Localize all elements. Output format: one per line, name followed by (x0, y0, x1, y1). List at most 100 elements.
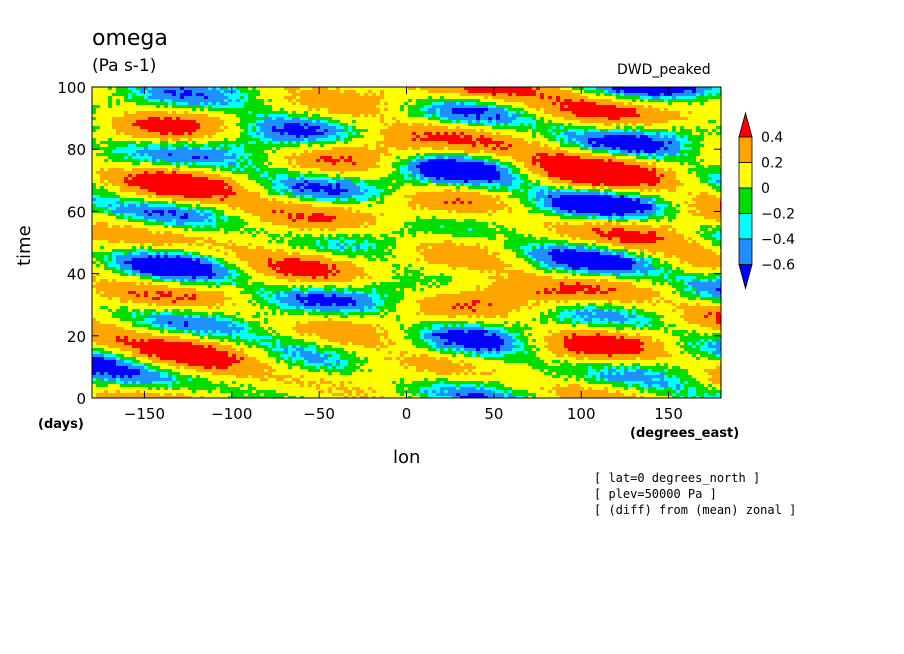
field-cell (272, 117, 277, 121)
field-cell (212, 90, 217, 94)
field-cell (240, 108, 245, 112)
field-cell (616, 129, 621, 133)
field-cell (624, 141, 629, 145)
field-cell (428, 180, 433, 184)
field-cell (500, 108, 505, 112)
field-cell (196, 162, 201, 166)
field-cell (404, 144, 409, 148)
field-cell (652, 159, 657, 163)
field-cell (448, 135, 453, 139)
field-cell (572, 123, 577, 127)
field-cell (576, 105, 581, 109)
field-cell (364, 117, 369, 121)
field-cell (588, 165, 593, 169)
field-cell (104, 144, 109, 148)
field-cell (152, 129, 157, 133)
field-cell (496, 126, 501, 130)
field-cell (700, 156, 705, 160)
field-cell (400, 174, 405, 178)
field-cell (584, 159, 589, 163)
field-cell (176, 150, 181, 154)
field-cell (200, 93, 205, 97)
field-cell (168, 96, 173, 100)
field-cell (616, 177, 621, 181)
field-cell (620, 123, 625, 127)
field-cell (624, 96, 629, 100)
field-cell (596, 144, 601, 148)
field-cell (276, 120, 281, 124)
field-cell (472, 114, 477, 118)
field-cell (600, 111, 605, 115)
field-cell (516, 114, 521, 118)
field-cell (536, 159, 541, 163)
field-cell (564, 108, 569, 112)
field-cell (384, 153, 389, 157)
field-cell (664, 126, 669, 130)
field-cell (712, 114, 717, 118)
field-cell (308, 144, 313, 148)
field-cell (148, 102, 153, 106)
field-cell (572, 99, 577, 103)
field-cell (692, 102, 697, 106)
field-cell (252, 135, 257, 139)
field-cell (152, 117, 157, 121)
field-cell (112, 87, 117, 91)
field-cell (316, 177, 321, 181)
field-cell (484, 90, 489, 94)
field-cell (216, 177, 221, 181)
field-cell (576, 147, 581, 151)
field-cell (372, 162, 377, 166)
field-cell (664, 162, 669, 166)
field-cell (536, 150, 541, 154)
field-cell (284, 135, 289, 139)
field-cell (140, 177, 145, 181)
field-cell (360, 90, 365, 94)
field-cell (240, 180, 245, 184)
field-cell (592, 159, 597, 163)
field-cell (112, 99, 117, 103)
field-cell (280, 108, 285, 112)
field-cell (496, 96, 501, 100)
field-cell (404, 159, 409, 163)
field-cell (364, 153, 369, 157)
field-cell (376, 156, 381, 160)
field-cell (512, 123, 517, 127)
field-cell (352, 99, 357, 103)
field-cell (180, 126, 185, 130)
field-cell (688, 120, 693, 124)
field-cell (624, 111, 629, 115)
field-cell (112, 177, 117, 181)
field-cell (652, 93, 657, 97)
field-cell (344, 132, 349, 136)
field-cell (108, 171, 113, 175)
field-cell (596, 147, 601, 151)
field-cell (164, 108, 169, 112)
field-cell (216, 99, 221, 103)
field-cell (148, 108, 153, 112)
field-cell (172, 141, 177, 145)
field-cell (676, 153, 681, 157)
field-cell (620, 141, 625, 145)
field-cell (528, 126, 533, 130)
field-cell (396, 168, 401, 172)
field-cell (404, 117, 409, 121)
field-cell (240, 171, 245, 175)
field-cell (268, 138, 273, 142)
field-cell (440, 93, 445, 97)
field-cell (332, 171, 337, 175)
field-cell (604, 162, 609, 166)
field-cell (704, 105, 709, 109)
field-cell (504, 132, 509, 136)
field-cell (288, 135, 293, 139)
field-cell (680, 144, 685, 148)
field-cell (444, 87, 449, 91)
field-cell (140, 141, 145, 145)
field-cell (404, 180, 409, 184)
field-cell (712, 141, 717, 145)
field-cell (124, 117, 129, 121)
field-cell (244, 105, 249, 109)
field-cell (336, 96, 341, 100)
field-cell (172, 123, 177, 127)
field-cell (208, 120, 213, 124)
